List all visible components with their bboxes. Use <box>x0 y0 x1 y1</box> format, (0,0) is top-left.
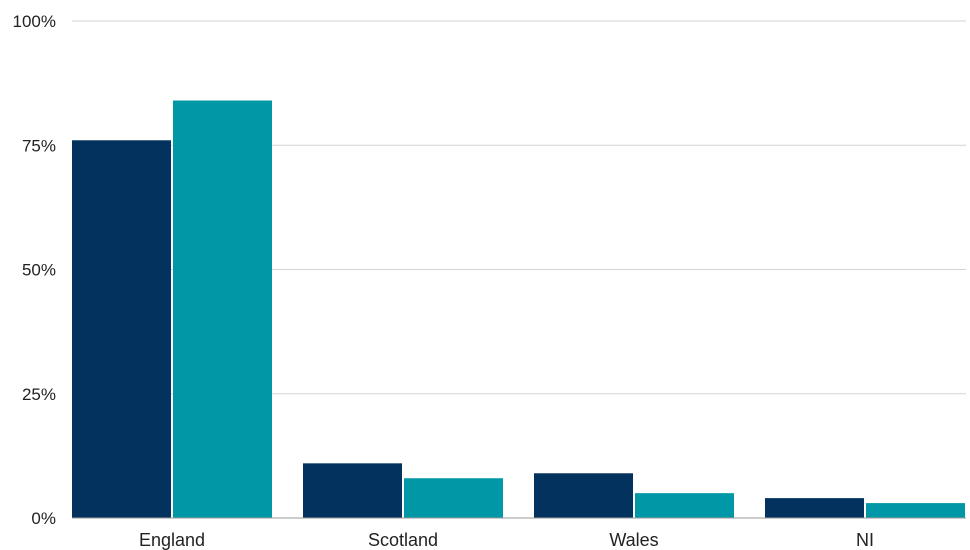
y-tick-label: 25% <box>22 385 56 404</box>
x-category-label: England <box>139 530 205 550</box>
y-tick-label: 75% <box>22 136 56 155</box>
bar-ni-series-1 <box>765 498 864 518</box>
bar-wales-series-1 <box>534 473 633 518</box>
y-tick-label: 100% <box>13 12 56 31</box>
y-axis-tick-labels: 0% 25% 50% 75% 100% <box>13 12 56 528</box>
bar-scotland-series-2 <box>404 478 503 518</box>
bar-england-series-1 <box>72 140 171 518</box>
x-category-label: NI <box>856 530 874 550</box>
y-tick-label: 50% <box>22 261 56 280</box>
bar-wales-series-2 <box>635 493 734 518</box>
y-tick-label: 0% <box>31 509 56 528</box>
x-axis-category-labels: England Scotland Wales NI <box>139 530 874 550</box>
bar-england-series-2 <box>173 100 272 519</box>
bar-ni-series-2 <box>866 503 965 518</box>
bars <box>72 100 965 519</box>
x-category-label: Scotland <box>368 530 438 550</box>
x-category-label: Wales <box>609 530 658 550</box>
bar-scotland-series-1 <box>303 463 402 518</box>
